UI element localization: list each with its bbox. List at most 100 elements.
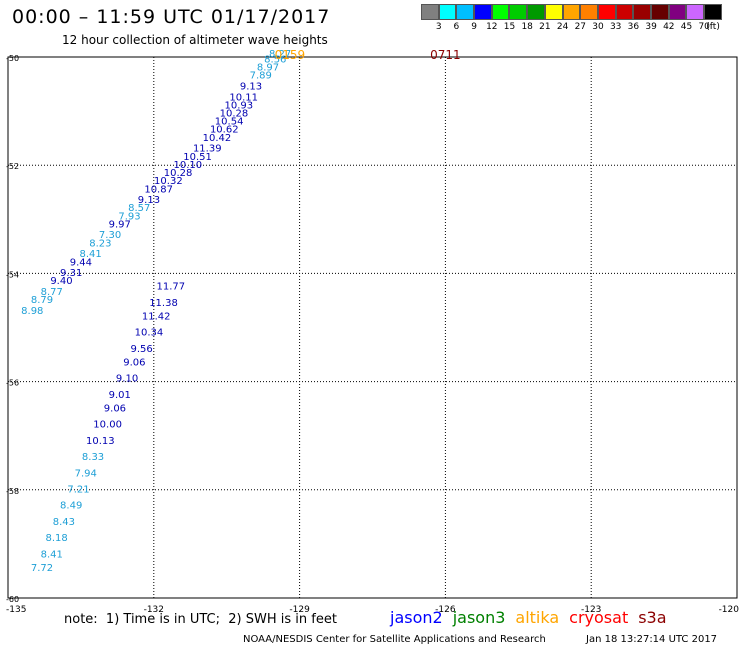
data-point-label: 10.13 <box>86 436 115 447</box>
data-point-label: 9.97 <box>109 219 131 230</box>
data-point-label: 8.79 <box>31 295 53 306</box>
color-swatch <box>544 4 563 20</box>
generated-timestamp: Jan 18 13:27:14 UTC 2017 <box>586 634 718 645</box>
color-scale-label: 36 <box>627 22 640 32</box>
y-tick-label: -60 <box>6 595 19 604</box>
data-point-label: 9.31 <box>60 268 82 279</box>
data-point-label: 7.89 <box>250 71 272 82</box>
color-swatch <box>668 4 687 20</box>
color-scale-label: 70 <box>698 22 710 32</box>
data-point-label: 11.42 <box>142 311 171 322</box>
data-point-label: 8.18 <box>45 533 67 544</box>
data-point-label: 8.98 <box>21 306 43 317</box>
color-swatch <box>615 4 634 20</box>
data-point-label: 10.51 <box>183 152 212 163</box>
data-point-label: 10.42 <box>203 133 232 144</box>
y-tick-label: -52 <box>6 162 19 171</box>
color-scale-label: 15 <box>503 22 516 32</box>
data-point-label: 11.38 <box>149 298 178 309</box>
color-scale-label: 9 <box>471 22 477 32</box>
x-tick-label: -132 <box>144 605 164 615</box>
data-point-label: 10.28 <box>164 168 193 179</box>
color-swatch <box>650 4 669 20</box>
color-swatch <box>509 4 528 20</box>
color-scale-label: (ft) <box>706 22 720 32</box>
data-point-label: 8.57 <box>128 203 150 214</box>
data-point-label: 9.10 <box>116 374 138 385</box>
x-tick-label: -126 <box>435 605 456 615</box>
credit-text: NOAA/NESDIS Center for Satellite Applica… <box>243 634 546 645</box>
data-point-label: 10.00 <box>93 420 122 431</box>
color-swatch <box>421 4 439 20</box>
color-swatch <box>438 4 457 20</box>
satellite-legend-entry: jason2 <box>390 608 443 627</box>
page-title: 00:00 – 11:59 UTC 01/17/2017 <box>12 6 331 28</box>
data-point-label: 8.41 <box>41 549 63 560</box>
satellite-legend-entry: jason3 <box>452 608 506 627</box>
data-point-label: 10.28 <box>220 109 249 120</box>
data-point-label: 9.06 <box>123 357 145 368</box>
data-point-label: 9.44 <box>70 257 92 268</box>
x-tick-label: -135 <box>6 605 26 615</box>
data-point-label: 10.87 <box>144 184 173 195</box>
color-scale-label: 12 <box>486 22 498 32</box>
color-scale-label: 3 <box>435 22 442 32</box>
data-point-label: 8.23 <box>89 238 111 249</box>
color-scale-bar <box>421 4 722 22</box>
color-swatch <box>527 4 545 20</box>
color-swatch <box>704 4 722 20</box>
color-scale-label: 18 <box>521 22 533 32</box>
data-point-label: 7.72 <box>31 563 53 574</box>
y-tick-label: -50 <box>6 54 19 63</box>
data-point-label: 7.21 <box>67 485 89 496</box>
color-scale-label: 24 <box>556 22 569 32</box>
data-point-label: 7.94 <box>75 468 97 479</box>
satellite-legend: jason2 jason3 altika cryosat s3a <box>390 608 677 627</box>
data-point-label: 9.01 <box>109 390 131 401</box>
color-swatch <box>456 4 475 20</box>
color-swatch <box>580 4 598 20</box>
y-tick-label: -58 <box>6 487 19 496</box>
data-point-label: 10.34 <box>135 328 164 339</box>
data-point-label: 8.43 <box>53 517 75 528</box>
x-tick-label: -120 <box>719 605 740 615</box>
y-tick-label: -56 <box>6 379 19 388</box>
footnote: note: 1) Time is in UTC; 2) SWH is in fe… <box>64 612 337 627</box>
time-label: 0159 <box>275 48 306 62</box>
data-point-label: 7.93 <box>118 211 140 222</box>
time-label: 0711 <box>430 48 461 62</box>
data-point-label: 9.13 <box>240 81 262 92</box>
chart-subtitle: 12 hour collection of altimeter wave hei… <box>62 33 328 47</box>
color-swatch <box>491 4 510 20</box>
plot-frame <box>7 56 738 599</box>
data-point-label: 9.13 <box>138 195 160 206</box>
color-scale-label: 45 <box>680 22 693 32</box>
data-point-label: 10.54 <box>215 117 244 128</box>
data-point-label: 10.93 <box>225 100 254 111</box>
color-scale-label: 39 <box>645 22 657 32</box>
color-scale-label: 42 <box>663 22 675 32</box>
data-point-label: 10.62 <box>210 125 239 136</box>
data-point-label: 8.49 <box>60 501 82 512</box>
y-tick-label: -54 <box>6 270 19 279</box>
color-swatch <box>562 4 581 20</box>
data-point-label: 8.56 <box>264 54 286 65</box>
color-swatch <box>686 4 704 20</box>
satellite-legend-entry: s3a <box>638 608 667 627</box>
data-point-label: 8.77 <box>41 287 63 298</box>
data-point-label: 8.33 <box>82 452 104 463</box>
x-tick-label: -129 <box>289 605 310 615</box>
x-tick-label: -123 <box>581 605 601 615</box>
data-point-label: 10.11 <box>229 92 258 103</box>
data-point-label: 8.41 <box>79 249 101 260</box>
color-scale-label: 21 <box>539 22 551 32</box>
color-swatch <box>633 4 651 20</box>
data-point-label: 9.06 <box>104 403 126 414</box>
data-point-label: 9.56 <box>131 344 153 355</box>
satellite-legend-entry: altika <box>515 608 560 627</box>
color-scale-label: 27 <box>574 22 587 32</box>
color-scale-label: 33 <box>609 22 622 32</box>
data-point-label: 8.97 <box>257 63 279 74</box>
data-point-label: 8.27 <box>269 49 291 60</box>
